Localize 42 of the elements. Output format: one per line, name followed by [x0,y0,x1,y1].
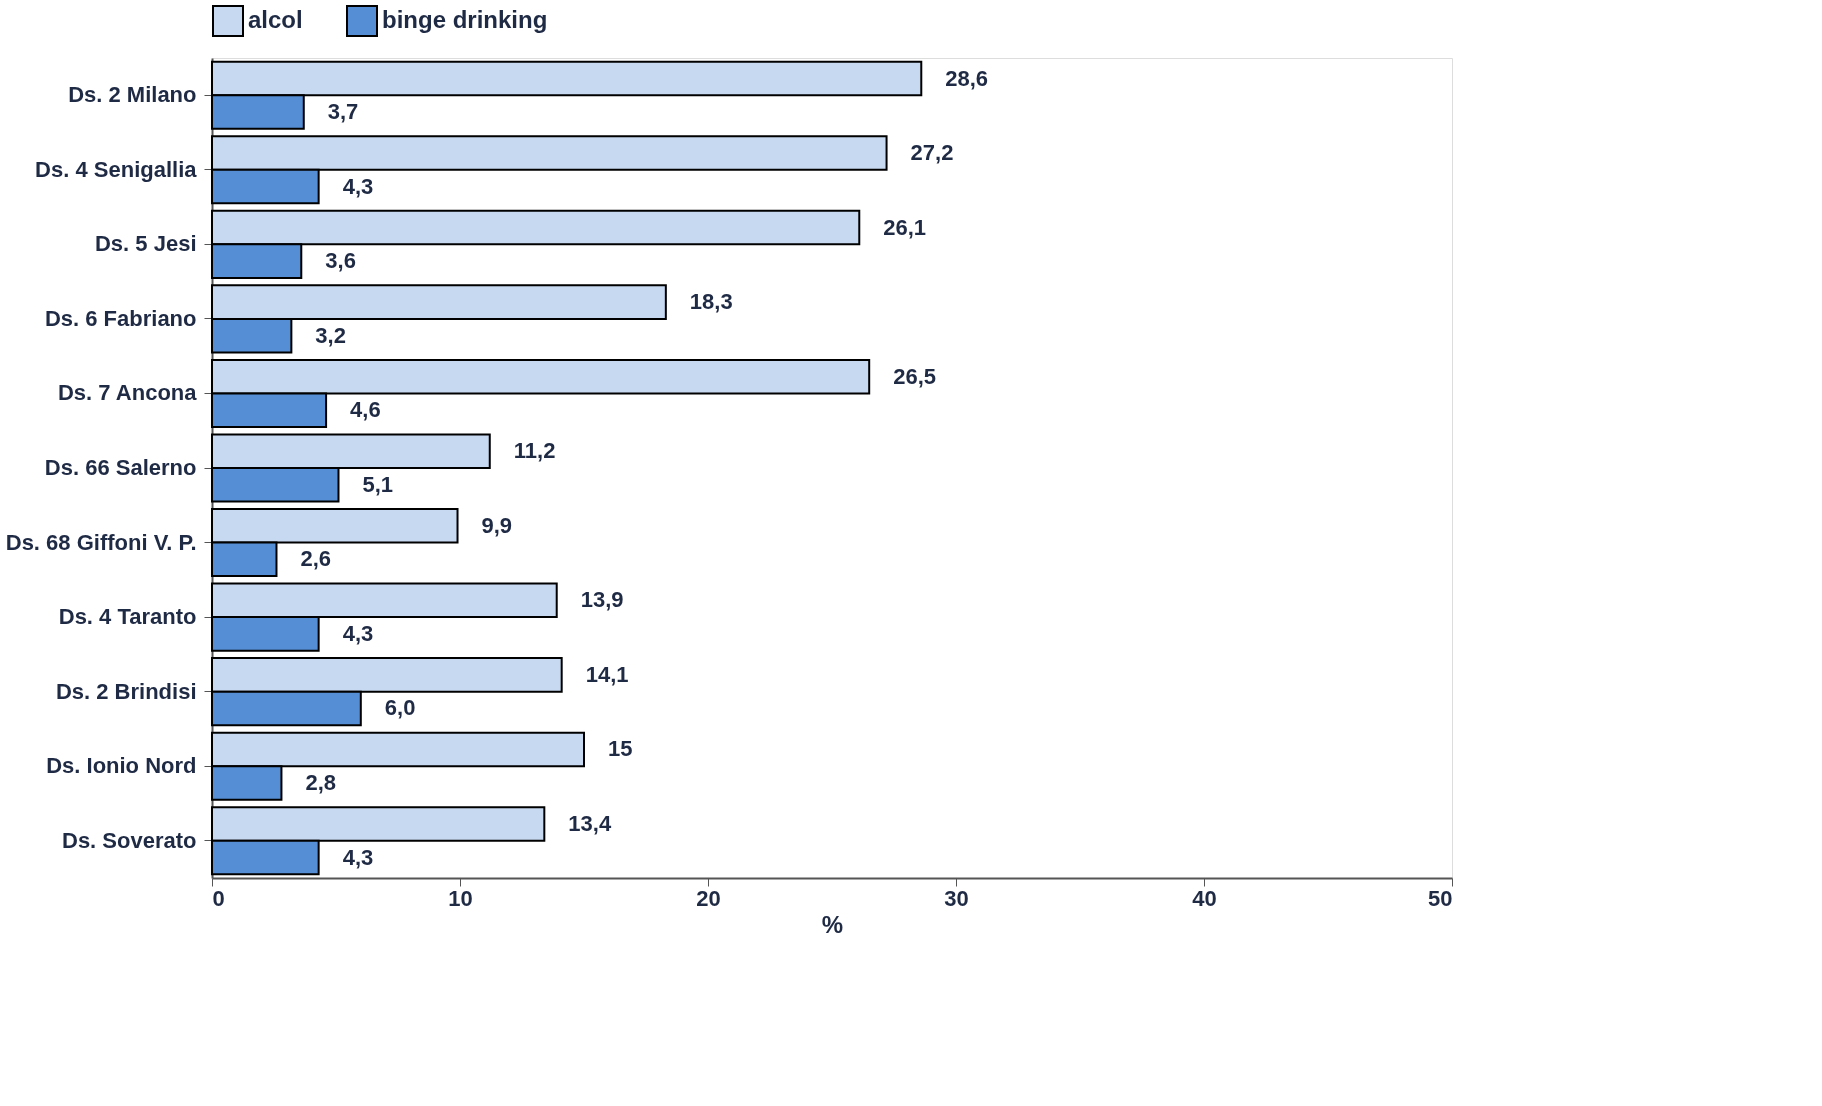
x-axis-title: % [821,910,844,938]
y-tick-label: Ds. 7 Ancona [57,380,198,406]
data-label: 3,2 [315,322,346,348]
data-label: 4,3 [342,844,374,870]
data-label: 6,0 [384,695,416,721]
data-label: 11,2 [513,438,556,464]
data-label: 2,6 [300,546,332,572]
x-tick-label: 50 [1428,885,1453,911]
data-label: 13,9 [580,587,624,613]
data-label: 4,3 [342,620,374,646]
data-label: 9,9 [481,512,513,538]
data-label: 27,2 [910,140,954,166]
x-tick-label: 40 [1192,885,1217,911]
y-tick-label: Ds. 68 Giffoni V. P. [5,529,197,555]
data-label: 14,1 [585,661,629,687]
x-tick-label: 10 [448,885,473,911]
data-label: 3,7 [327,99,359,125]
data-label: 26,1 [883,214,927,240]
data-label: 5,1 [362,471,394,497]
data-label: 2,8 [305,769,337,795]
y-tick-label: Ds. 6 Fabriano [44,305,197,331]
data-label: 13,4 [568,810,612,836]
y-tick-label: Ds. Ionio Nord [46,753,197,779]
data-label: 15 [608,736,633,762]
legend-label: binge drinking [382,6,548,33]
data-label: 18,3 [689,289,733,315]
data-label: 4,3 [342,173,374,199]
y-tick-label: Ds. 4 Taranto [58,604,197,630]
x-tick-label: 0 [212,885,225,911]
y-tick-label: Ds. 2 Milano [68,82,197,108]
legend-label: alcol [248,6,303,33]
y-tick-label: Ds. 2 Brindisi [55,678,197,704]
y-tick-label: Ds. 4 Senigallia [35,156,198,182]
y-tick-label: Ds. 5 Jesi [94,231,197,257]
data-label: 4,6 [350,397,381,423]
y-tick-label: Ds. 66 Salerno [44,455,197,480]
x-tick-label: 30 [944,885,969,911]
data-label: 26,5 [893,363,937,389]
data-label: 28,6 [945,65,989,91]
x-tick-label: 20 [696,885,721,911]
y-tick-label: Ds. Soverato [62,827,197,853]
data-label: 3,6 [325,248,356,274]
